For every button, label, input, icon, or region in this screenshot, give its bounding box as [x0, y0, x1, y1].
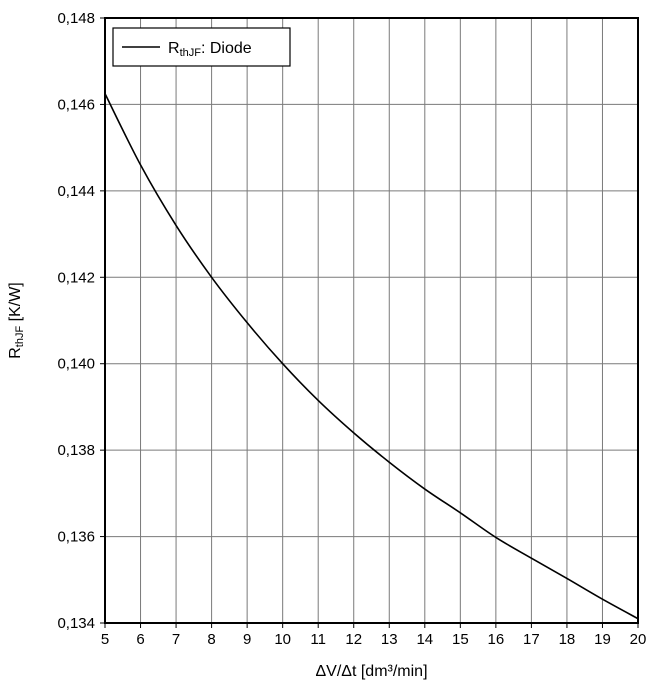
y-tick-label: 0,134 [57, 615, 95, 632]
series-layer [104, 93, 639, 620]
x-tick-label: 5 [101, 631, 109, 648]
x-tick-label: 6 [136, 631, 144, 648]
x-tick-label: 18 [559, 631, 576, 648]
x-tick-label: 13 [381, 631, 398, 648]
plot-frame [104, 17, 639, 624]
x-tick-label: 9 [243, 631, 251, 648]
y-axis-title: RthJF [K/W] [7, 282, 26, 359]
grid [104, 17, 639, 624]
x-tick-label: 12 [345, 631, 362, 648]
y-tick-label: 0,138 [57, 442, 95, 459]
x-tick-label: 19 [594, 631, 611, 648]
y-axis-title-subscript: thJF [14, 326, 26, 348]
y-tick-label: 0,148 [57, 10, 95, 27]
x-tick-label: 11 [310, 631, 326, 648]
x-tick-label: 20 [630, 631, 647, 648]
y-tick-label: 0,142 [57, 269, 95, 286]
x-tick-label: 15 [452, 631, 469, 648]
y-tick-label: 0,146 [57, 96, 95, 113]
series-line-diode [104, 93, 639, 620]
y-axis-title-unit: [K/W] [7, 282, 24, 326]
legend-label-subscript: thJF [180, 47, 202, 59]
legend-label: RthJF: Diode [168, 40, 252, 59]
x-tick-label: 10 [274, 631, 291, 648]
y-axis-title-main: R [7, 347, 24, 359]
y-axis: 0,134 0,136 0,138 0,140 0,142 0,144 0,146 0,148 [57, 10, 105, 632]
y-tick-label: 0,144 [57, 183, 95, 200]
x-axis-title: ΔV/Δt [dm³/min] [315, 663, 427, 680]
y-tick-label: 0,140 [57, 356, 95, 373]
legend-label-rest: : Diode [201, 40, 252, 57]
x-tick-label: 17 [523, 631, 540, 648]
legend: RthJF: Diode [112, 27, 291, 67]
x-tick-label: 14 [416, 631, 433, 648]
legend-label-main: R [168, 40, 180, 57]
x-axis: 5 6 7 8 9 10 11 12 13 14 15 16 17 18 19 20 [101, 623, 647, 648]
x-tick-label: 8 [207, 631, 215, 648]
x-tick-label: 7 [172, 631, 180, 648]
y-tick-label: 0,136 [57, 529, 95, 546]
x-tick-label: 16 [488, 631, 505, 648]
